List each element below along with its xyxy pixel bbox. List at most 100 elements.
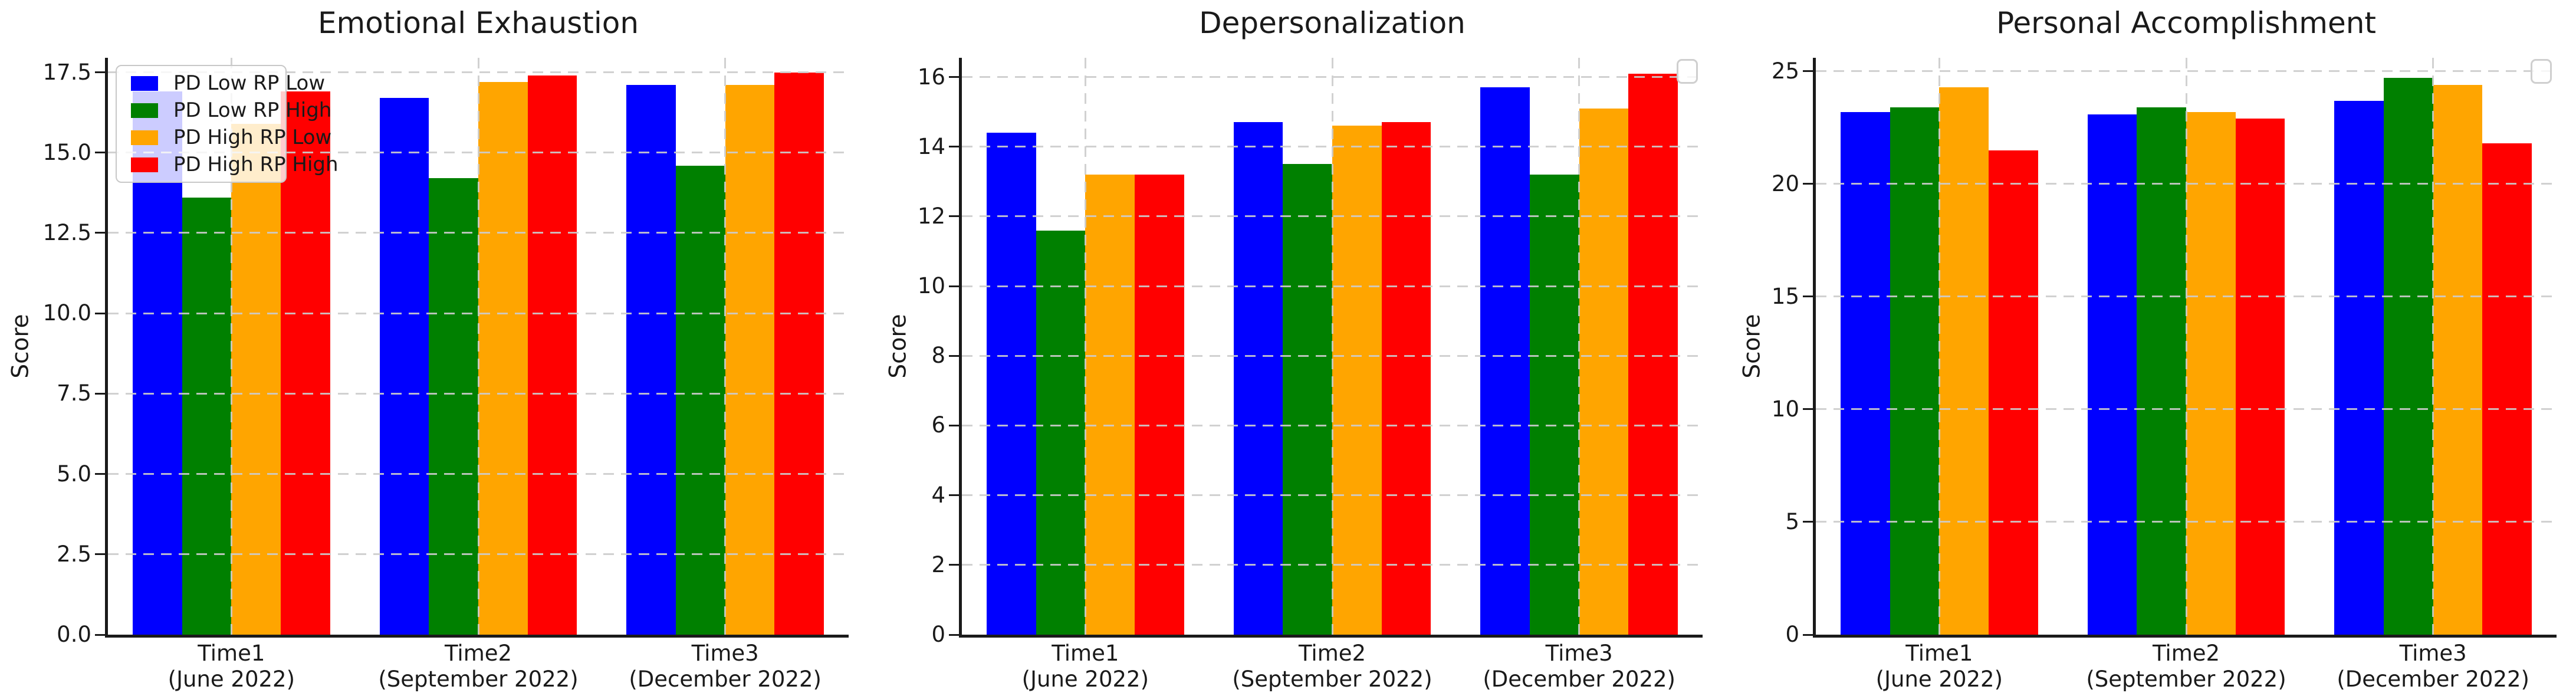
bar-pd-high-rp-low-time1: [231, 123, 281, 635]
bar-pd-low-rp-high-time2: [1283, 164, 1332, 635]
bar-pd-low-rp-high-time1: [1890, 107, 1940, 635]
bar-pd-low-rp-low-time3: [2334, 100, 2384, 635]
y-tick-label: 10.0: [42, 300, 91, 326]
y-tick-mark: [95, 312, 105, 314]
chart-title: Depersonalization: [1199, 6, 1466, 40]
y-tick-label: 2: [931, 551, 945, 577]
y-tick-label: 5: [1785, 508, 1799, 534]
y-tick-mark: [95, 553, 105, 556]
legend-entry-label: PD High RP High: [173, 153, 339, 176]
y-axis-spine: [959, 58, 962, 638]
y-tick-mark: [1803, 296, 1813, 298]
legend-entry-label: PD Low RP High: [173, 99, 332, 122]
y-tick-mark: [1803, 408, 1813, 411]
y-tick-mark: [949, 146, 959, 148]
bar-pd-low-rp-high-time2: [2137, 107, 2186, 635]
y-tick-mark: [949, 424, 959, 426]
bar-pd-low-rp-low-time3: [1480, 87, 1530, 635]
gridline-vertical: [1331, 58, 1333, 635]
x-tick-label: Time3: [691, 641, 759, 666]
x-axis-spine: [105, 635, 849, 638]
x-tick-label: Time2: [2152, 641, 2220, 666]
x-tick-label: Time1: [1052, 641, 1119, 666]
x-tick-sublabel: (December 2022): [1483, 667, 1675, 692]
legend-entry: PD Low RP High: [117, 97, 331, 124]
y-tick-label: 10: [1771, 396, 1799, 422]
y-tick-label: 7.5: [57, 380, 91, 406]
y-tick-mark: [1803, 70, 1813, 73]
bar-pd-low-rp-high-time1: [182, 198, 232, 635]
gridline-vertical: [2185, 58, 2187, 635]
gridline-vertical: [2432, 58, 2434, 635]
legend-swatch-icon: [131, 76, 158, 91]
y-tick-label: 10: [917, 273, 945, 299]
bar-pd-low-rp-high-time1: [1036, 230, 1086, 635]
bar-pd-high-rp-low-time2: [2186, 111, 2236, 635]
bar-pd-low-rp-low-time1: [1840, 111, 1890, 635]
y-tick-label: 0: [931, 622, 945, 647]
legend-entry-label: PD Low RP Low: [173, 71, 326, 95]
x-tick-label: Time3: [2399, 641, 2467, 666]
bar-pd-low-rp-low-time2: [2087, 114, 2137, 635]
x-tick-sublabel: (December 2022): [2337, 667, 2529, 692]
x-tick-label: Time3: [1545, 641, 1613, 666]
y-tick-label: 5.0: [57, 461, 91, 487]
y-axis-spine: [105, 58, 108, 638]
chart-title: Emotional Exhaustion: [317, 6, 639, 40]
bar-pd-low-rp-high-time2: [429, 178, 478, 635]
y-tick-mark: [949, 564, 959, 566]
y-tick-label: 0.0: [57, 622, 91, 647]
y-tick-label: 14: [917, 133, 945, 159]
bar-pd-low-rp-high-time3: [1529, 174, 1579, 635]
gridline-vertical: [1084, 58, 1086, 635]
x-tick-sublabel: (December 2022): [629, 667, 822, 692]
bar-pd-low-rp-low-time1: [986, 133, 1036, 635]
bar-pd-high-rp-high-time2: [2235, 119, 2285, 635]
bar-pd-high-rp-low-time2: [478, 81, 528, 635]
bar-pd-high-rp-low-time1: [1085, 174, 1135, 635]
x-tick-label: Time2: [444, 641, 512, 666]
y-tick-mark: [95, 232, 105, 234]
bar-pd-low-rp-high-time3: [2383, 78, 2433, 635]
empty-legend-box: [2531, 59, 2552, 84]
bar-pd-high-rp-high-time2: [527, 75, 577, 635]
y-tick-label: 6: [931, 412, 945, 438]
y-tick-mark: [95, 71, 105, 74]
bar-pd-high-rp-high-time1: [281, 91, 330, 635]
legend: PD Low RP Low PD Low RP High PD High RP Lo…: [116, 65, 339, 183]
y-tick-label: 8: [931, 343, 945, 369]
y-axis-label: Score: [1739, 314, 1766, 379]
y-tick-mark: [949, 354, 959, 357]
x-tick-sublabel: (September 2022): [2086, 667, 2286, 692]
bar-pd-high-rp-high-time3: [2482, 143, 2532, 635]
bar-pd-high-rp-high-time1: [1135, 174, 1184, 635]
x-tick-label: Time2: [1298, 641, 1366, 666]
y-tick-mark: [949, 215, 959, 218]
gridline-vertical: [477, 58, 479, 635]
bar-pd-low-rp-high-time3: [675, 165, 725, 635]
gridline-vertical: [1578, 58, 1581, 635]
y-tick-label: 12: [917, 203, 945, 229]
y-tick-label: 16: [917, 64, 945, 90]
legend-entry: PD High RP Low: [117, 124, 331, 151]
y-tick-mark: [949, 285, 959, 287]
y-tick-label: 20: [1771, 170, 1799, 196]
bar-pd-low-rp-low-time2: [1233, 122, 1283, 635]
y-tick-label: 25: [1771, 58, 1799, 84]
x-tick-sublabel: (June 2022): [167, 667, 295, 692]
bar-pd-high-rp-low-time1: [1939, 87, 1989, 635]
gridline-vertical: [724, 58, 727, 635]
bar-pd-low-rp-low-time2: [379, 98, 429, 635]
y-tick-label: 15: [1771, 283, 1799, 309]
y-tick-mark: [949, 494, 959, 497]
y-tick-mark: [1803, 633, 1813, 636]
bar-pd-high-rp-high-time3: [774, 72, 824, 635]
legend-entry: PD Low RP Low: [117, 70, 325, 97]
y-tick-mark: [1803, 183, 1813, 185]
y-tick-mark: [95, 152, 105, 154]
empty-legend-box: [1677, 59, 1698, 84]
x-tick-sublabel: (June 2022): [1875, 667, 2003, 692]
x-tick-sublabel: (September 2022): [378, 667, 579, 692]
legend-swatch-icon: [131, 103, 158, 118]
